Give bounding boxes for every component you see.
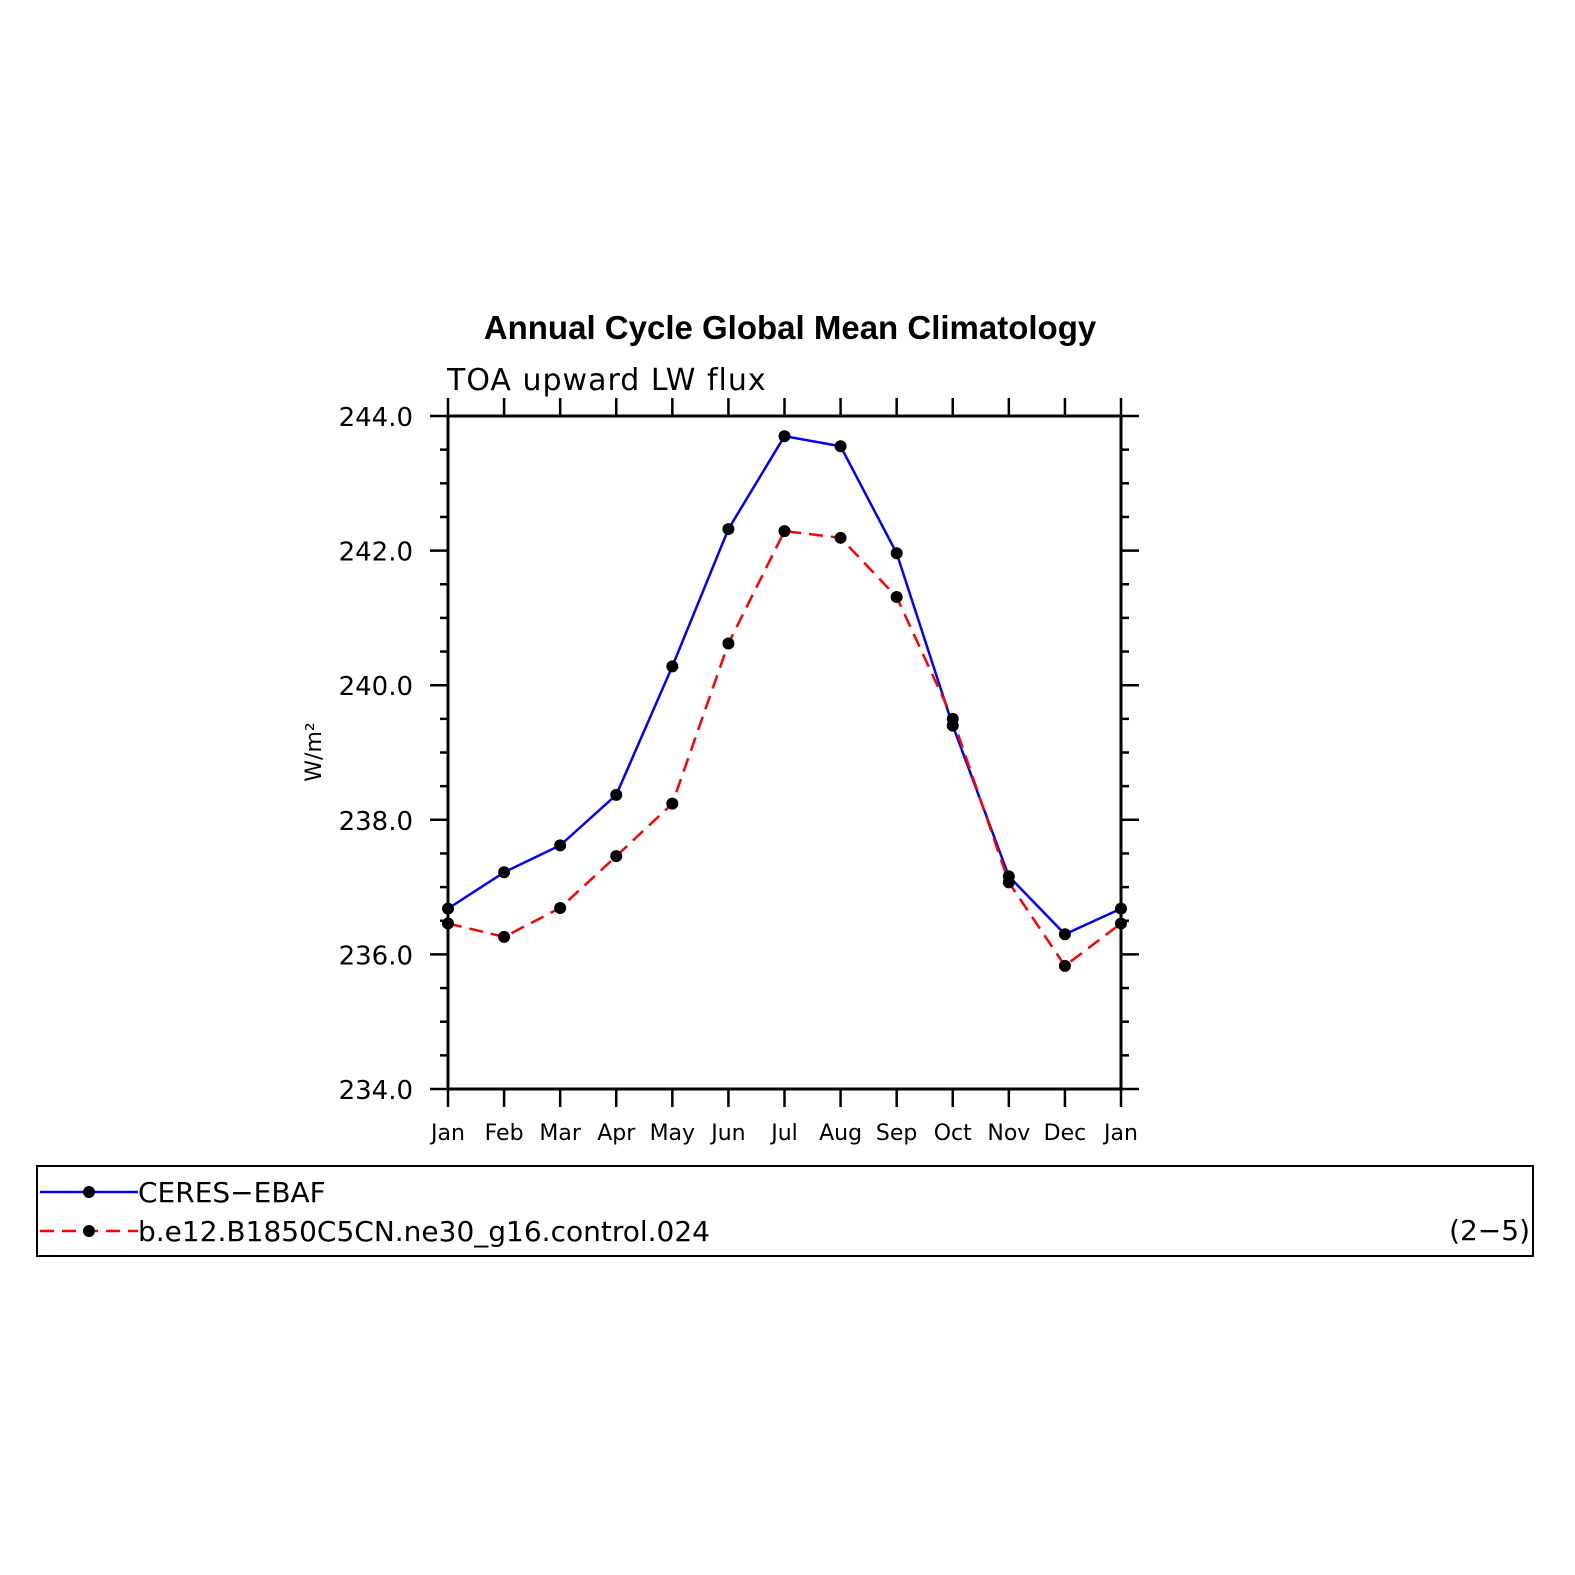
x-tick-label: Dec [1044, 1121, 1087, 1146]
series-1-point [1058, 928, 1071, 941]
series-2-point [778, 525, 791, 538]
plot-frame [446, 414, 1123, 1091]
x-tick-labels: Jan Feb Mar Apr May Jun Jul Aug Sep Oct Nov Dec Jan [429, 1121, 1138, 1146]
x-tick-label: Oct [934, 1121, 972, 1146]
series-2-point [442, 917, 454, 930]
series-1-point [834, 440, 847, 453]
legend-note: (2−5) [1449, 1214, 1530, 1247]
series-2-point [834, 531, 847, 544]
chart-subtitle: TOA upward LW flux [446, 363, 767, 398]
series-2-point [890, 591, 903, 604]
series-1-point [442, 902, 454, 915]
series-2-point [1002, 876, 1015, 889]
x-tick-label: Apr [597, 1121, 636, 1146]
x-tick-label: Mar [539, 1121, 581, 1146]
x-tick-label: Aug [819, 1121, 862, 1146]
y-tick-label: 240.0 [339, 672, 413, 702]
axis-ticks [430, 398, 1139, 1107]
x-tick-label: Sep [876, 1121, 917, 1146]
x-tick-label: May [650, 1121, 695, 1146]
x-tick-label: Jul [769, 1121, 798, 1146]
series-1-point [722, 523, 735, 536]
y-tick-labels: 234.0 236.0 238.0 240.0 242.0 244.0 [339, 403, 413, 1106]
legend-box [36, 1165, 1534, 1257]
legend: CERES−EBAF b.e12.B1850C5CN.ne30_g16.contr… [40, 1176, 710, 1248]
series-1-point [498, 866, 511, 879]
legend-marker-2 [83, 1225, 95, 1237]
series-1-point [554, 839, 567, 852]
legend-label-2: b.e12.B1850C5CN.ne30_g16.control.024 [138, 1215, 710, 1248]
x-tick-label: Feb [485, 1121, 524, 1146]
series-2-point [1058, 959, 1071, 972]
series-1-point [610, 788, 623, 801]
series-1-point [1115, 902, 1127, 915]
legend-marker-1 [83, 1186, 95, 1198]
series-1-point [778, 430, 791, 443]
x-tick-label: Jan [1102, 1121, 1138, 1146]
y-tick-label: 242.0 [339, 538, 413, 568]
series-2-point [722, 637, 735, 650]
series-line-1 [447, 434, 1122, 936]
y-tick-label: 234.0 [339, 1076, 413, 1106]
series-line-2 [447, 529, 1122, 968]
series-2-point [610, 850, 623, 863]
series-layer [442, 430, 1127, 972]
x-tick-label: Jun [709, 1121, 745, 1146]
x-tick-label: Nov [987, 1121, 1030, 1146]
x-tick-label: Jan [429, 1121, 465, 1146]
y-tick-label: 236.0 [339, 941, 413, 971]
y-tick-label: 244.0 [339, 403, 413, 433]
series-2-point [666, 797, 679, 810]
series-2-point [946, 712, 959, 725]
series-2-point [498, 930, 511, 943]
legend-label-1: CERES−EBAF [138, 1176, 326, 1209]
series-1-point [890, 547, 903, 560]
chart-title: Annual Cycle Global Mean Climatology [484, 309, 1097, 346]
series-2-point [1115, 917, 1127, 930]
series-1-point [666, 660, 679, 673]
series-2-point [554, 901, 567, 914]
y-tick-label: 238.0 [339, 807, 413, 837]
y-axis-label: W/m² [302, 722, 327, 781]
